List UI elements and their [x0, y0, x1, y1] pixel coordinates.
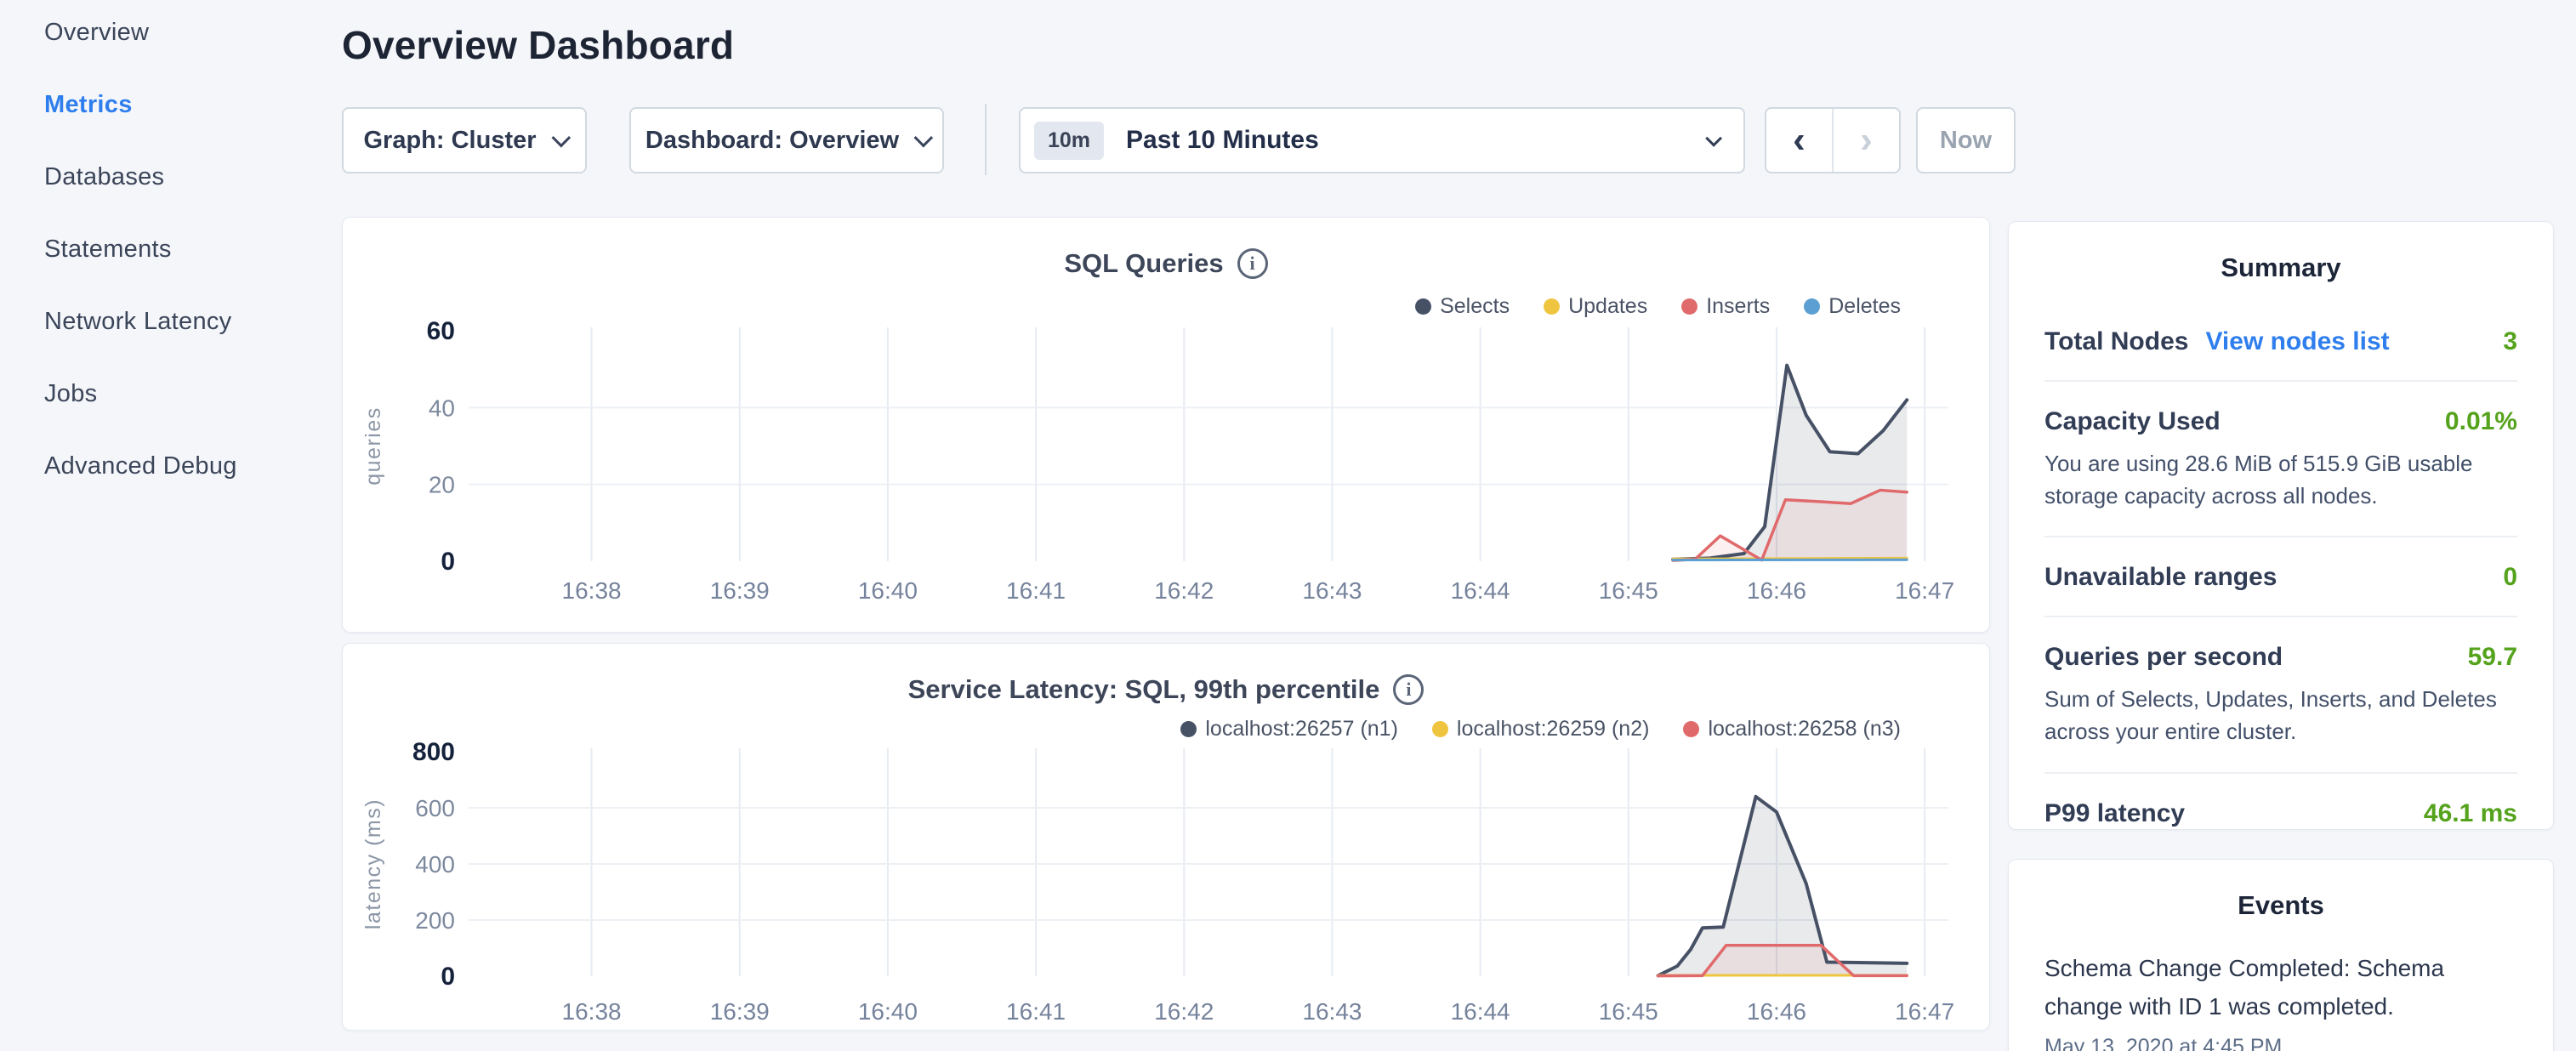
- svg-text:16:46: 16:46: [1747, 577, 1806, 604]
- svg-text:16:39: 16:39: [710, 577, 770, 604]
- summary-row-unavailable-ranges: Unavailable ranges 0: [2044, 537, 2517, 617]
- svg-text:queries: queries: [361, 406, 385, 486]
- chevron-down-icon: [914, 128, 934, 148]
- dashboard-dropdown[interactable]: Dashboard: Overview: [629, 107, 944, 173]
- sidebar: Overview Metrics Databases Statements Ne…: [0, 0, 340, 1051]
- time-range-badge: 10m: [1034, 122, 1104, 160]
- summary-description: You are using 28.6 MiB of 515.9 GiB usab…: [2044, 448, 2517, 512]
- event-message: Schema Change Completed: Schema change w…: [2044, 950, 2517, 1026]
- svg-text:latency (ms): latency (ms): [361, 798, 385, 929]
- chevron-down-icon: [551, 128, 571, 148]
- summary-description: Sum of Selects, Updates, Inserts, and De…: [2044, 684, 2517, 747]
- sidebar-item-overview[interactable]: Overview: [44, 19, 340, 47]
- svg-text:200: 200: [415, 907, 455, 934]
- page-title: Overview Dashboard: [342, 22, 734, 68]
- svg-text:16:42: 16:42: [1154, 998, 1214, 1025]
- time-next-button[interactable]: ›: [1834, 109, 1899, 172]
- svg-text:16:42: 16:42: [1154, 577, 1214, 604]
- events-title: Events: [2044, 860, 2517, 921]
- svg-text:16:47: 16:47: [1895, 577, 1954, 604]
- service-latency-chart: 0 200 400 600 800 16:38 16:39 16:40 16:41 16:42 16…: [343, 644, 1991, 1031]
- summary-row-queries-per-second: Queries per second 59.7 Sum of Selects, …: [2044, 617, 2517, 773]
- svg-text:16:46: 16:46: [1747, 998, 1806, 1025]
- summary-label: Capacity Used: [2044, 407, 2221, 436]
- summary-label: Unavailable ranges: [2044, 563, 2277, 592]
- svg-text:20: 20: [429, 472, 455, 498]
- svg-text:16:41: 16:41: [1006, 998, 1066, 1025]
- time-range-dropdown[interactable]: 10m Past 10 Minutes: [1019, 107, 1745, 173]
- sql-queries-chart: 0 20 40 60 16:38 16:39 16:40 16:41 16:42 16:43 16:…: [343, 218, 1991, 633]
- sidebar-item-metrics[interactable]: Metrics: [44, 91, 340, 119]
- summary-label: Queries per second: [2044, 643, 2283, 672]
- summary-value: 0.01%: [2445, 407, 2517, 436]
- time-prev-button[interactable]: ‹: [1766, 109, 1834, 172]
- svg-text:16:45: 16:45: [1599, 577, 1658, 604]
- svg-text:16:38: 16:38: [562, 577, 622, 604]
- sidebar-item-network-latency[interactable]: Network Latency: [44, 308, 340, 336]
- svg-text:16:43: 16:43: [1302, 577, 1362, 604]
- view-nodes-list-link[interactable]: View nodes list: [2205, 327, 2389, 356]
- svg-text:60: 60: [427, 317, 455, 345]
- graph-dropdown[interactable]: Graph: Cluster: [342, 107, 587, 173]
- summary-row-capacity-used: Capacity Used 0.01% You are using 28.6 M…: [2044, 382, 2517, 537]
- svg-text:16:41: 16:41: [1006, 577, 1066, 604]
- toolbar-divider: [985, 104, 987, 175]
- dashboard-dropdown-label: Dashboard: Overview: [645, 127, 899, 155]
- svg-text:16:47: 16:47: [1895, 998, 1954, 1025]
- summary-value: 0: [2503, 563, 2517, 592]
- sql-queries-chart-card: SQL Queries i Selects Updates Inserts De…: [342, 217, 1990, 633]
- svg-text:800: 800: [412, 738, 455, 766]
- summary-value: 59.7: [2468, 643, 2517, 672]
- summary-label: P99 latency: [2044, 799, 2185, 828]
- sidebar-item-statements[interactable]: Statements: [44, 236, 340, 264]
- summary-panel: Summary Total Nodes View nodes list 3 Ca…: [2008, 221, 2554, 830]
- summary-label: Total Nodes: [2044, 327, 2188, 356]
- events-panel: Events Schema Change Completed: Schema c…: [2008, 859, 2554, 1051]
- sidebar-item-jobs[interactable]: Jobs: [44, 380, 340, 408]
- svg-text:16:38: 16:38: [562, 998, 622, 1025]
- svg-text:16:43: 16:43: [1302, 998, 1362, 1025]
- admin-ui-page: Overview Metrics Databases Statements Ne…: [0, 0, 2576, 1051]
- time-range-label: Past 10 Minutes: [1126, 126, 1319, 155]
- service-latency-chart-card: Service Latency: SQL, 99th percentile i …: [342, 643, 1990, 1031]
- summary-value: 46.1 ms: [2424, 799, 2517, 828]
- svg-text:0: 0: [441, 548, 455, 576]
- chevron-down-icon: [1705, 130, 1722, 147]
- now-button[interactable]: Now: [1916, 107, 2016, 173]
- time-nav-buttons: ‹ ›: [1765, 107, 1901, 173]
- summary-value: 3: [2503, 327, 2517, 356]
- svg-text:600: 600: [415, 795, 455, 821]
- summary-title: Summary: [2044, 222, 2517, 283]
- svg-text:40: 40: [429, 395, 455, 421]
- svg-text:16:40: 16:40: [858, 577, 918, 604]
- svg-text:400: 400: [415, 851, 455, 878]
- svg-text:16:44: 16:44: [1451, 577, 1510, 604]
- svg-text:16:44: 16:44: [1451, 998, 1510, 1025]
- sidebar-item-databases[interactable]: Databases: [44, 163, 340, 191]
- event-timestamp: May 13, 2020 at 4:45 PM: [2044, 1035, 2517, 1051]
- svg-text:16:40: 16:40: [858, 998, 918, 1025]
- svg-text:16:45: 16:45: [1599, 998, 1658, 1025]
- svg-text:0: 0: [441, 963, 455, 991]
- graph-dropdown-label: Graph: Cluster: [363, 127, 536, 155]
- svg-text:16:39: 16:39: [710, 998, 770, 1025]
- summary-row-total-nodes: Total Nodes View nodes list 3: [2044, 302, 2517, 382]
- sidebar-item-advanced-debug[interactable]: Advanced Debug: [44, 452, 340, 480]
- summary-row-p99-latency: P99 latency 46.1 ms: [2044, 774, 2517, 852]
